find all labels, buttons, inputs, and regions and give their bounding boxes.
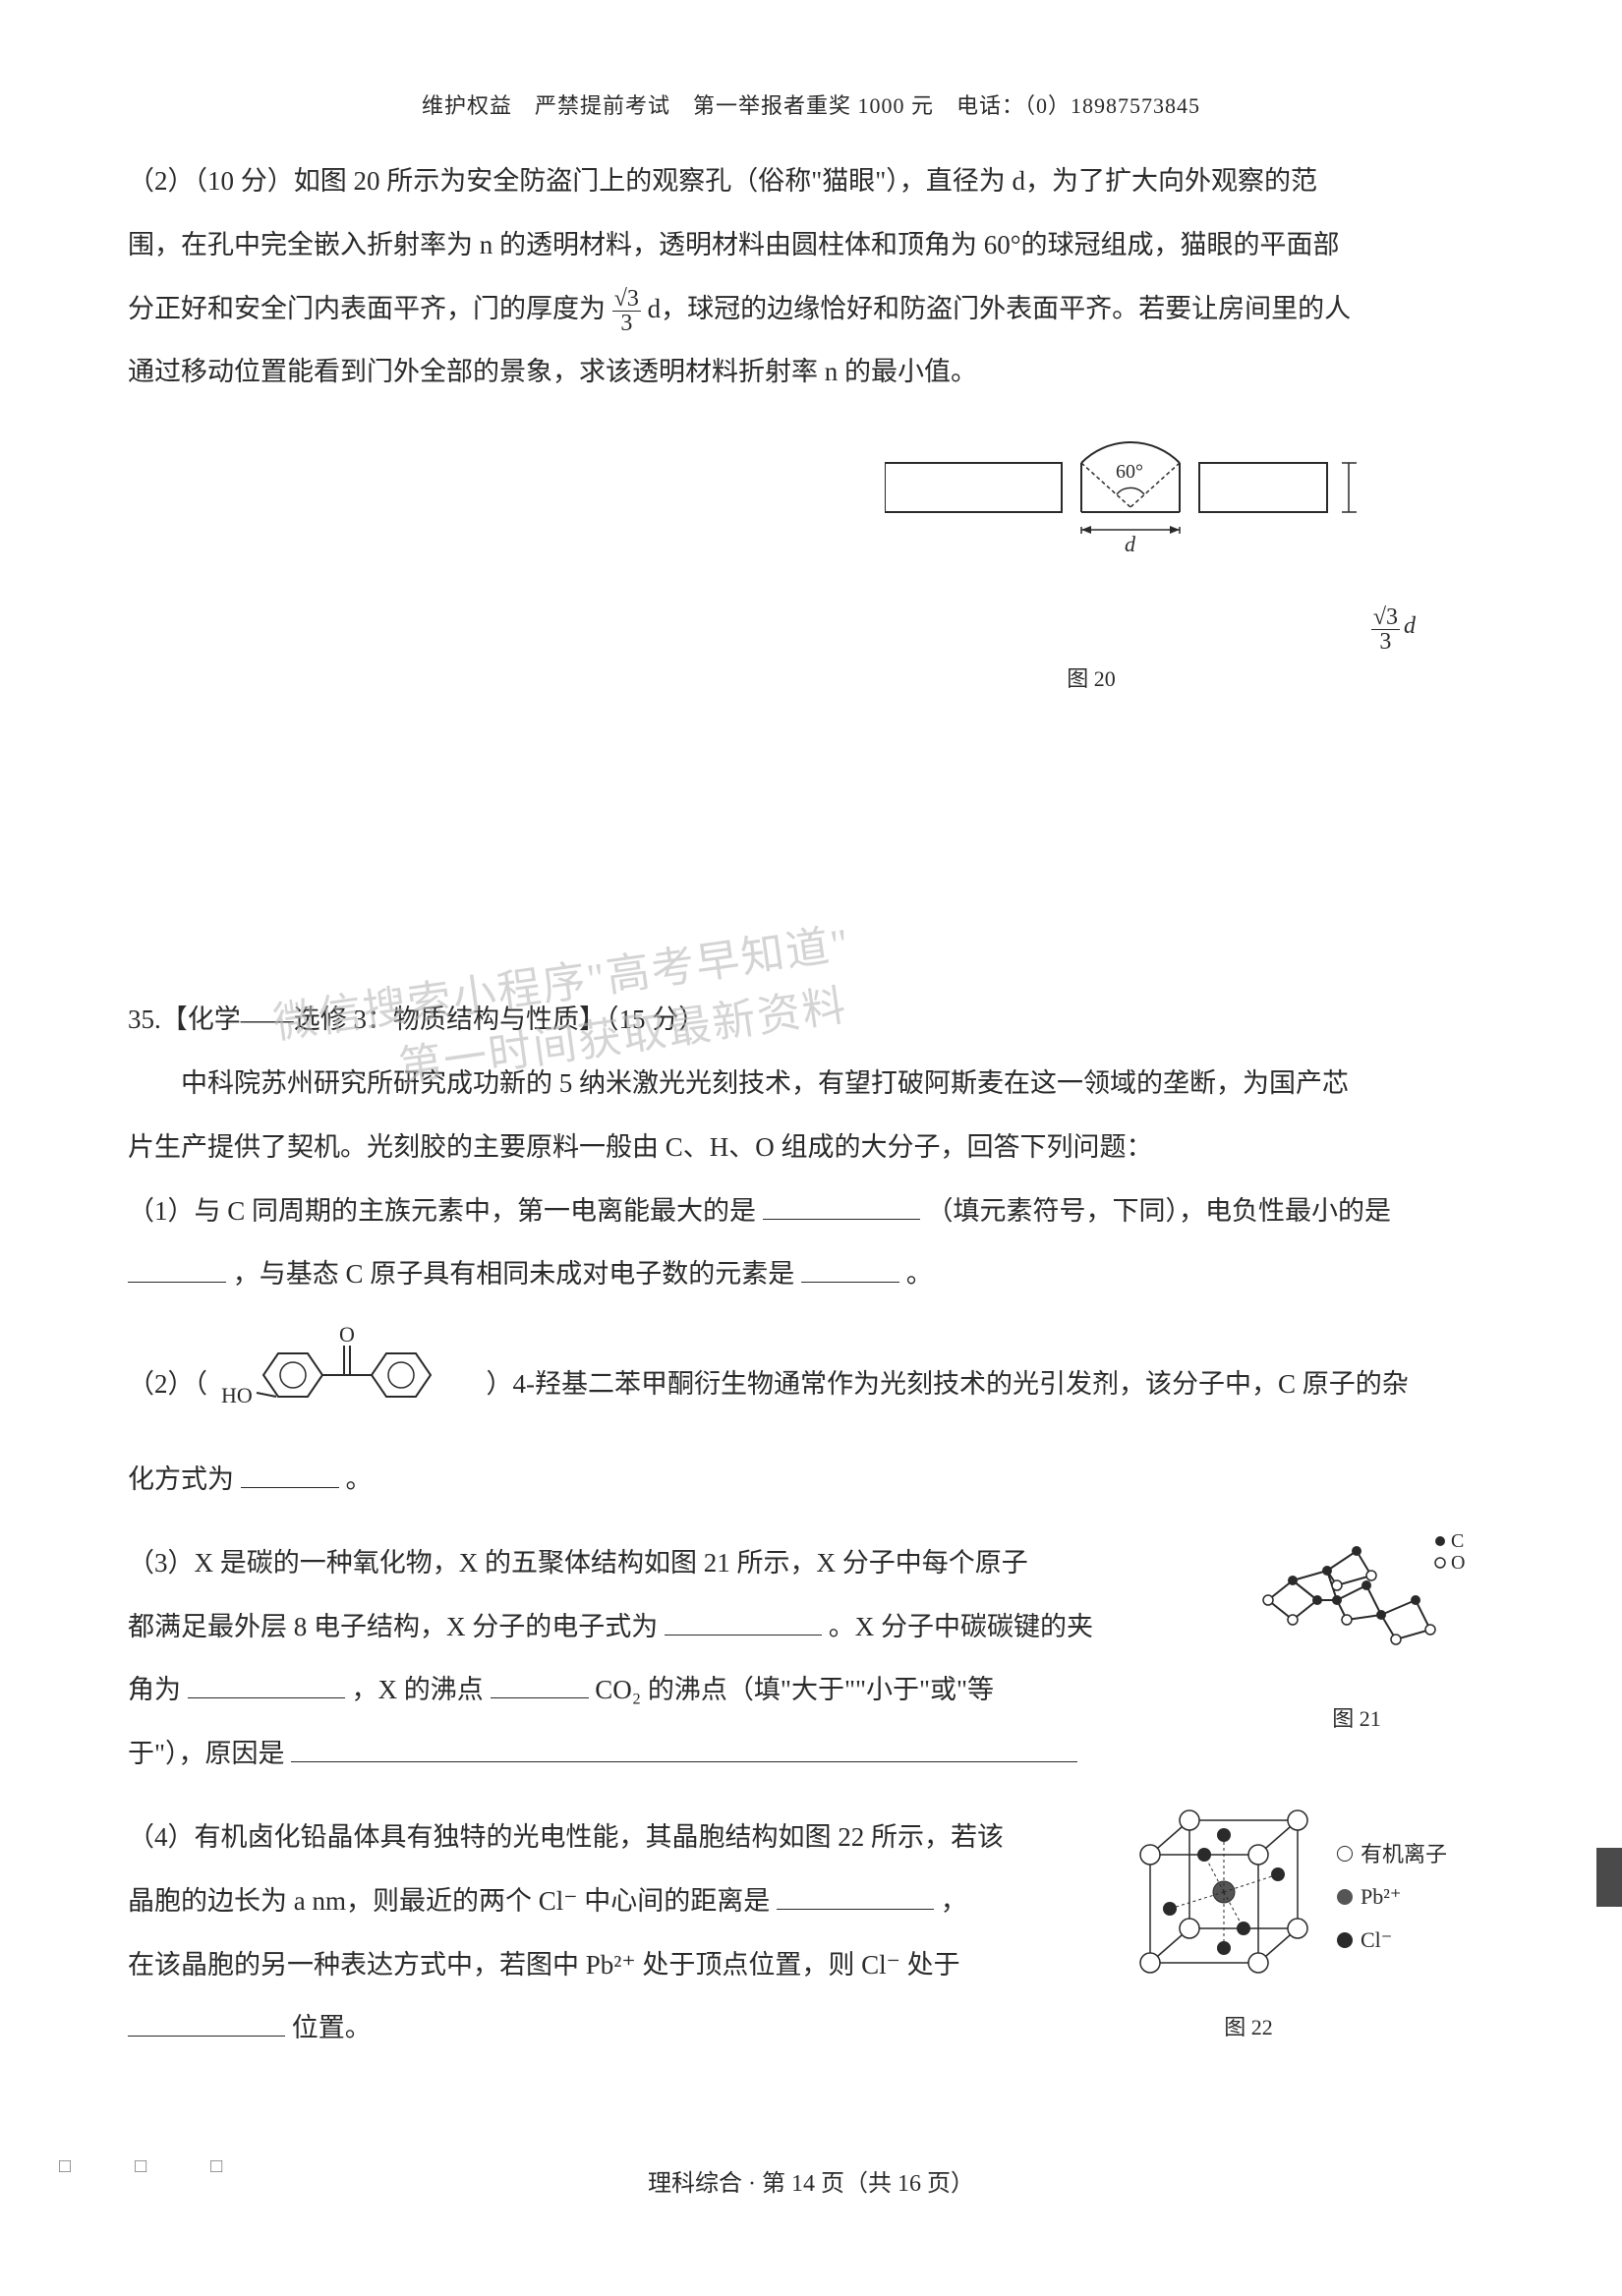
q2-line4: 通过移动位置能看到门外全部的景象，求该透明材料折射率 n 的最小值。 [128,340,1494,404]
q35-p3f: CO₂ 的沸点（填"大于""小于"或"等 [595,1675,994,1704]
blank-3-3 [491,1672,589,1698]
fig21-legend-c: C [1451,1530,1464,1552]
fig20-side-frac-den: 3 [1371,630,1400,654]
q35-p2a: （2）（ [128,1369,207,1399]
figure-20-diagram: 60° d √3 3 d 图 20 [885,424,1416,693]
figure-21-block: C O 图 21 [1219,1521,1494,1733]
blank-2-1 [241,1462,339,1488]
question-35: 35.【化学——选修 3：物质结构与性质】（15 分） 中科院苏州研究所研究成功… [128,988,1494,2060]
q35-p2c: 化方式为 [128,1464,234,1494]
q35-intro2: 片生产提供了契机。光刻胶的主要原料一般由 C、H、O 组成的大分子，回答下列问题… [128,1116,1494,1179]
fig20-side-fraction: √3 3 [1371,605,1400,654]
q35-header: 35.【化学——选修 3：物质结构与性质】（15 分） [128,988,1494,1052]
q35-p3d: 角为 [128,1675,181,1704]
q35-p2d: 。 [346,1464,373,1494]
q35-p3g: 于"），原因是 [128,1739,285,1768]
legend-cl-label: Cl⁻ [1361,1921,1392,1960]
fig20-d-label: d [1125,532,1136,556]
fig20-angle: 60° [1116,461,1143,483]
figure-22-caption: 图 22 [1003,2010,1494,2041]
q2-frac-num: √3 [612,287,641,312]
molecule-o: O [339,1326,355,1347]
q2-frac-den: 3 [612,312,641,335]
figure-22-block: 有机离子 Pb²⁺ Cl⁻ 图 22 [1121,1796,1494,2041]
q2-fraction: √3 3 [612,287,641,335]
q35-p1b: （填元素符号，下同），电负性最小的是 [927,1196,1392,1226]
q2-line3-b: d，球冠的边缘恰好和防盗门外表面平齐。若要让房间里的人 [648,294,1352,323]
page-footer: 理科综合 · 第 14 页（共 16 页） [0,2163,1622,2198]
q2-line3-a: 分正好和安全门内表面平齐，门的厚度为 [128,294,606,323]
page-header-warning: 维护权益 严禁提前考试 第一举报者重奖 1000 元 电话：（0）1898757… [128,88,1494,120]
q35-p1-line1: （1）与 C 同周期的主族元素中，第一电离能最大的是 （填元素符号，下同），电负… [128,1179,1494,1243]
blank-4-2 [128,2010,285,2037]
question-2: （2）（10 分）如图 20 所示为安全防盗门上的观察孔（俗称"猫眼"），直径为… [128,149,1494,404]
figure-20-row: 60° d √3 3 d 图 20 [128,424,1416,693]
blank-3-4 [291,1736,1077,1762]
blank-1-2 [128,1256,226,1283]
q2-line1: （2）（10 分）如图 20 所示为安全防盗门上的观察孔（俗称"猫眼"），直径为… [128,149,1494,213]
molecule-ho: HO [221,1383,253,1407]
legend-cl: Cl⁻ [1337,1921,1447,1960]
fig20-side-d: d [1404,613,1416,639]
q35-p1c: ，与基态 C 原子具有相同未成对电子数的元素是 [233,1259,795,1289]
q35-p3b: 都满足最外层 8 电子结构，X 分子的电子式为 [128,1612,658,1641]
side-tab [1596,1848,1622,1907]
legend-pb-label: Pb²⁺ [1361,1877,1401,1917]
legend-organic: 有机离子 [1337,1835,1447,1874]
q35-p3c: 。X 分子中碳碳键的夹 [829,1612,1093,1641]
figure-21-caption: 图 21 [1219,1701,1494,1733]
figure-20-caption: 图 20 [767,661,1416,693]
figure-21-svg: C O [1239,1521,1475,1689]
q35-p2-line1: （2）（ HO O [128,1326,1494,1448]
q35-p2-line2: 化方式为 。 [128,1448,1494,1512]
q35-p4b: 晶胞的边长为 a nm，则最近的两个 Cl⁻ 中心间的距离是 [128,1886,770,1916]
blank-3-1 [665,1609,822,1636]
q2-line2: 围，在孔中完全嵌入折射率为 n 的透明材料，透明材料由圆柱体和顶角为 60°的球… [128,213,1494,277]
molecule-structure: HO O [219,1326,475,1448]
q35-p4c: ， [941,1886,967,1916]
q35-p1-line2: ，与基态 C 原子具有相同未成对电子数的元素是 。 [128,1242,1494,1306]
blank-4-1 [777,1883,934,1910]
blank-1-1 [763,1193,920,1220]
exam-page: 维护权益 严禁提前考试 第一举报者重奖 1000 元 电话：（0）1898757… [0,0,1622,2296]
q35-p3e: ，X 的沸点 [352,1675,484,1704]
fig21-legend-o: O [1451,1552,1465,1574]
figure-22-svg [1121,1796,1327,2002]
q35-p1d: 。 [906,1259,933,1289]
q35-p1a: （1）与 C 同周期的主族元素中，第一电离能最大的是 [128,1196,756,1226]
blank-1-3 [801,1256,899,1283]
q2-line3: 分正好和安全门内表面平齐，门的厚度为 √3 3 d，球冠的边缘恰好和防盗门外表面… [128,277,1494,341]
fig20-side-frac-num: √3 [1371,605,1400,630]
figure-22-legend: 有机离子 Pb²⁺ Cl⁻ [1337,1835,1447,1964]
legend-organic-label: 有机离子 [1361,1835,1447,1874]
q35-p2b: ）4-羟基二苯甲酮衍生物通常作为光刻技术的光引发剂，该分子中，C 原子的杂 [487,1369,1409,1399]
q35-p4e: 位置。 [292,2013,372,2042]
q35-intro1: 中科院苏州研究所研究成功新的 5 纳米激光光刻技术，有望打破阿斯麦在这一领域的垄… [181,1052,1494,1116]
legend-pb: Pb²⁺ [1337,1877,1447,1917]
blank-3-2 [188,1672,345,1698]
